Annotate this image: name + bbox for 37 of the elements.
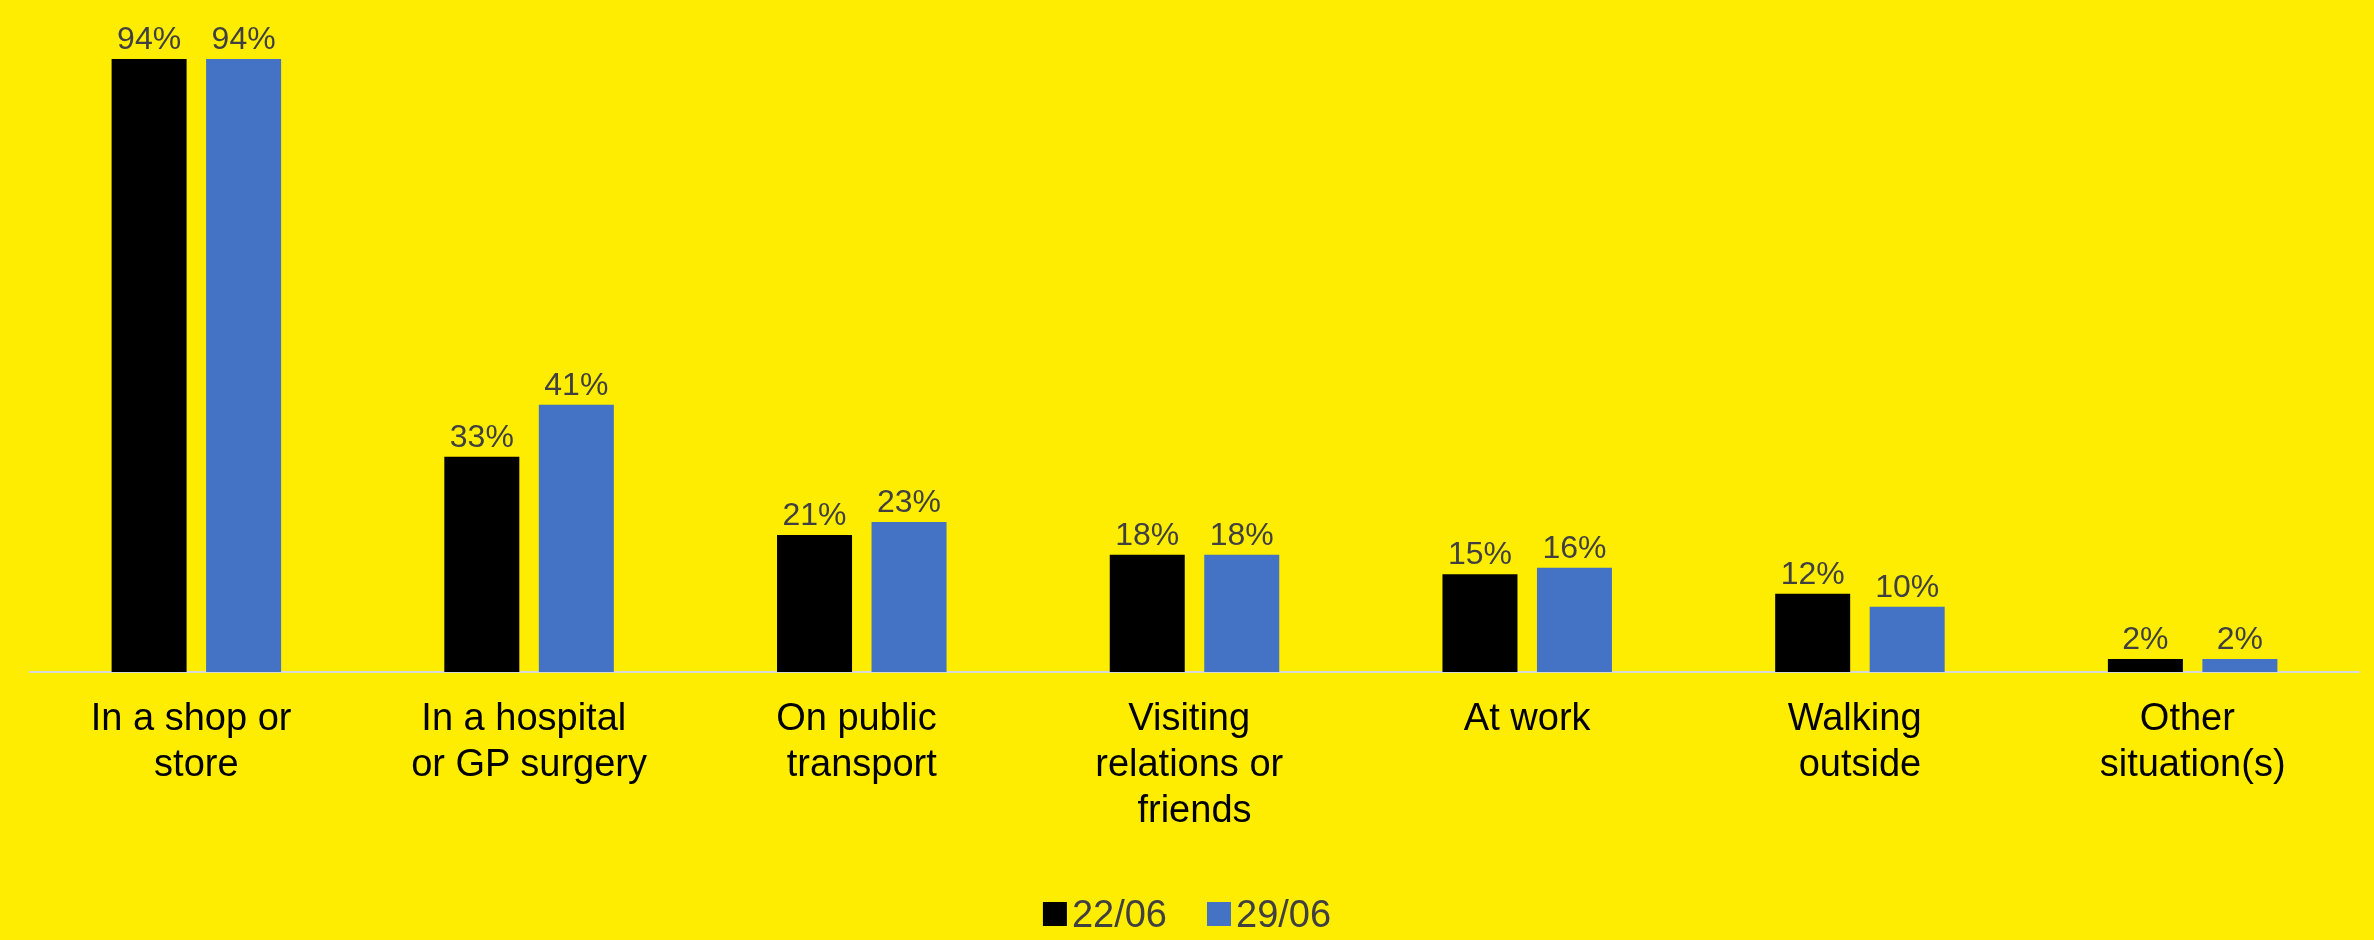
bar [2202, 658, 2278, 672]
bar [871, 522, 947, 672]
data-label: 12% [1780, 554, 1845, 591]
data-label: 21% [782, 496, 847, 533]
data-label: 18% [1115, 515, 1180, 552]
bar [777, 535, 853, 672]
x-tick-label: Other situation(s) [2099, 696, 2286, 784]
bar [1775, 593, 1851, 672]
bar [538, 404, 614, 672]
bar [1204, 554, 1280, 672]
bar [1109, 554, 1185, 672]
bar [1442, 574, 1518, 672]
legend-label: 29/06 [1236, 893, 1332, 935]
legend-label: 22/06 [1071, 893, 1167, 935]
x-tick-label: In a shop or store [90, 696, 302, 784]
bar [1536, 567, 1612, 672]
bar [206, 59, 282, 672]
bar [2107, 658, 2183, 672]
data-label: 16% [1542, 528, 1607, 565]
x-tick-label: Visiting relations or friends [1095, 696, 1294, 830]
data-label: 2% [2122, 619, 2169, 656]
x-tick-label: On public transport [776, 696, 948, 784]
data-label: 23% [877, 483, 942, 520]
data-label: 41% [544, 365, 609, 402]
data-label: 94% [117, 20, 182, 57]
x-tick-label: Walking outside [1787, 696, 1933, 784]
data-label: 10% [1875, 567, 1940, 604]
x-tick-label: At work [1463, 696, 1592, 738]
data-label: 33% [449, 417, 514, 454]
data-label: 18% [1209, 515, 1274, 552]
data-label: 2% [2216, 619, 2264, 656]
bar [444, 456, 520, 672]
data-label: 94% [211, 20, 276, 57]
x-tick-label: In a hospital or GP surgery [411, 696, 647, 784]
bar [1869, 606, 1945, 672]
data-label: 15% [1447, 535, 1512, 572]
bar [111, 59, 187, 672]
